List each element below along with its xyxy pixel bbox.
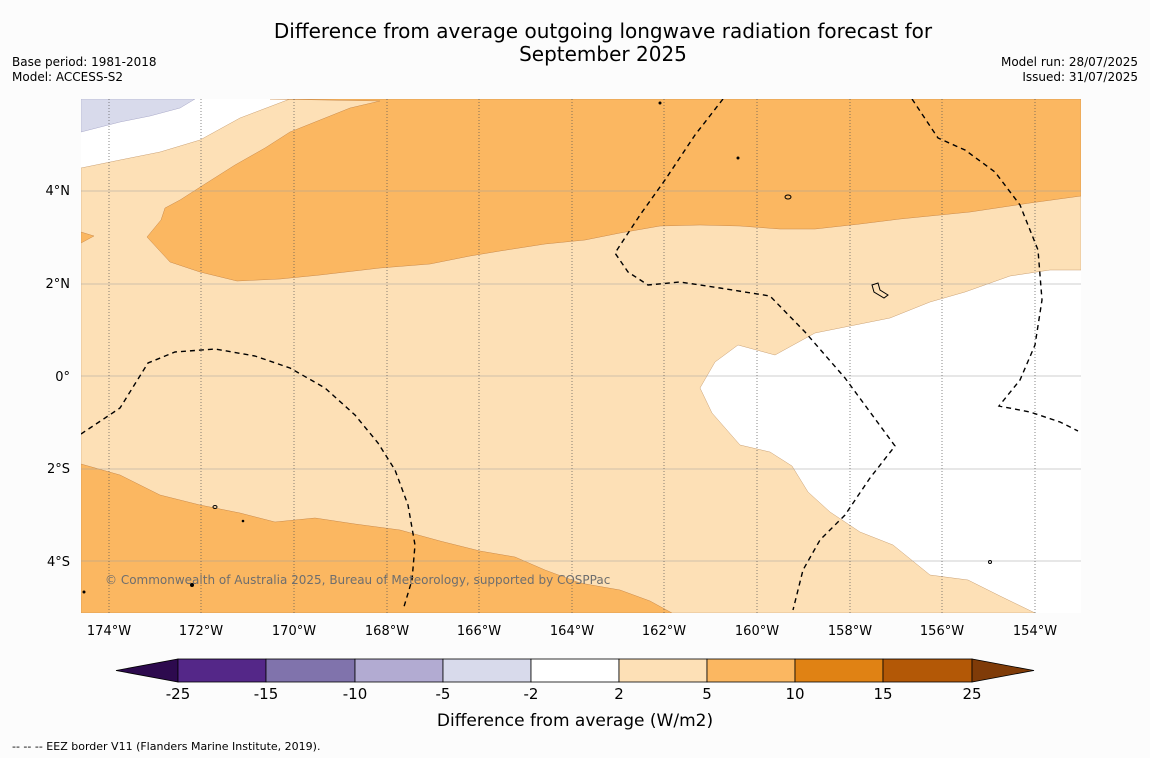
islands (82, 101, 992, 594)
colorbar-label: 25 (962, 685, 981, 703)
eez-border-line-islands (614, 99, 896, 611)
lon-label: 166°W (457, 624, 501, 639)
meta-right: Model run: 28/07/2025 Issued: 31/07/2025 (1001, 55, 1138, 85)
lon-label: 158°W (828, 624, 872, 639)
colorbar-label: 2 (614, 685, 624, 703)
latitude-gridlines (81, 190, 1081, 562)
meta-left: Base period: 1981-2018 Model: ACCESS-S2 (12, 55, 157, 85)
colorbar-swatch (882, 658, 973, 683)
island (736, 156, 740, 160)
longitude-labels: 174°W 172°W 170°W 168°W 166°W 164°W 162°… (87, 624, 1057, 639)
island (871, 282, 889, 299)
region-5-to-10-north (146, 99, 1081, 282)
island (190, 583, 194, 587)
island (784, 194, 792, 200)
colorbar-label: -25 (166, 685, 191, 703)
eez-legend-footer: -- -- -- EEZ border V11 (Flanders Marine… (12, 740, 321, 753)
copyright-notice: © Commonwealth of Australia 2025, Bureau… (105, 573, 610, 587)
island (241, 519, 245, 523)
island (82, 590, 86, 594)
lon-label: 154°W (1013, 624, 1057, 639)
model-run: Model run: 28/07/2025 (1000, 55, 1138, 69)
region-minus-2-to-minus-5 (81, 99, 196, 133)
lat-label: 2°S (47, 462, 70, 477)
latitude-labels: 4°N 2°N 0° 2°S 4°S (46, 184, 71, 570)
island (988, 560, 992, 564)
island (212, 505, 218, 509)
eez-borders (81, 99, 1079, 611)
lon-label: 174°W (87, 624, 131, 639)
anomaly-field: © Commonwealth of Australia 2025, Bureau… (81, 99, 1081, 613)
lat-label: 4°S (47, 555, 70, 570)
lon-label: 164°W (550, 624, 594, 639)
colorbar-title: Difference from average (W/m2) (437, 711, 713, 731)
issued-date: Issued: 31/07/2025 (1022, 70, 1138, 84)
lat-label: 2°N (46, 277, 71, 292)
lon-label: 160°W (735, 624, 779, 639)
eez-border-east (911, 99, 1079, 432)
colorbar-extend-high (971, 658, 1035, 683)
colorbar-label: -15 (254, 685, 279, 703)
colorbar-swatch (442, 658, 532, 683)
lon-label: 162°W (642, 624, 686, 639)
colorbar-swatch (177, 658, 267, 683)
title-line-2: September 2025 (519, 42, 687, 66)
island (658, 101, 662, 105)
lat-label: 0° (55, 370, 70, 385)
colorbar-label: 10 (785, 685, 804, 703)
colorbar-swatch (354, 658, 444, 683)
colorbar-label: 15 (873, 685, 892, 703)
colorbar-extend-low (115, 658, 179, 683)
colorbar-swatch (530, 658, 620, 683)
colorbar-swatch (618, 658, 708, 683)
lon-label: 156°W (920, 624, 964, 639)
colorbar-swatch (265, 658, 356, 683)
colorbar (115, 658, 1035, 683)
colorbar-label: 5 (702, 685, 712, 703)
region-5-to-10-south (81, 463, 673, 613)
model-name: Model: ACCESS-S2 (12, 70, 124, 84)
lon-label: 172°W (179, 624, 223, 639)
title-line-1: Difference from average outgoing longwav… (273, 19, 933, 43)
colorbar-labels: -25 -15 -10 -5 -2 2 5 10 15 25 (166, 685, 982, 703)
colorbar-swatch (706, 658, 796, 683)
colorbar-label: -10 (343, 685, 368, 703)
region-5-to-10-west-edge (81, 231, 95, 244)
colorbar-label: -5 (436, 685, 451, 703)
lat-label: 4°N (46, 184, 71, 199)
lon-label: 170°W (272, 624, 316, 639)
eez-border-kiribati-west (81, 348, 416, 611)
colorbar-label: -2 (524, 685, 539, 703)
colorbar-swatch (794, 658, 884, 683)
lon-label: 168°W (365, 624, 409, 639)
map-title: Difference from average outgoing longwav… (200, 20, 1006, 66)
base-period: Base period: 1981-2018 (12, 55, 157, 69)
